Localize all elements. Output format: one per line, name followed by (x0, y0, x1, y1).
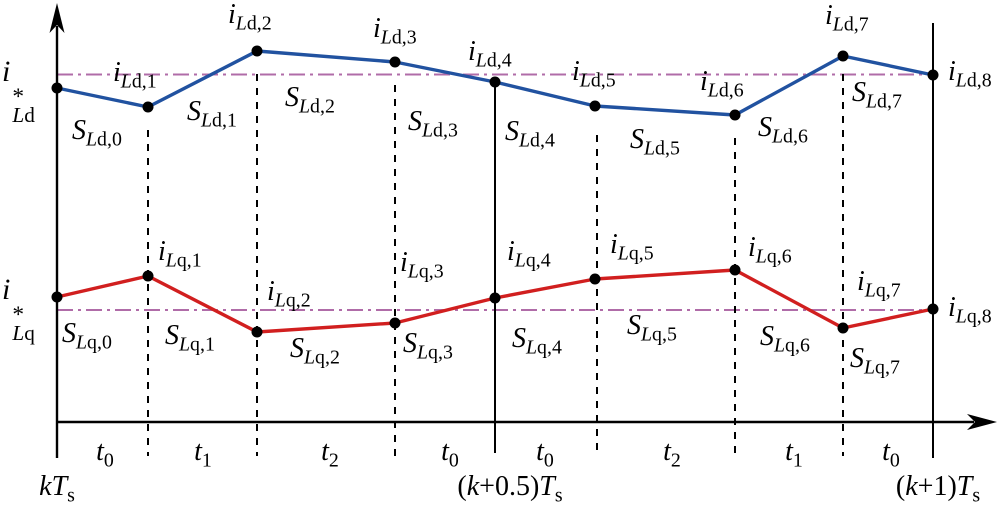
label-iLd-ref: i * Ld (2, 55, 35, 127)
label-iLd1: iLd,1 (113, 57, 157, 93)
label-SLq4: SLq,4 (512, 323, 562, 359)
x-axis-arrow (967, 414, 997, 430)
label-t0-3: t0 (536, 436, 554, 472)
point-iLd-4 (489, 76, 501, 88)
point-iLd-2 (251, 45, 263, 57)
point-iLd-5 (589, 100, 601, 112)
label-SLq3: SLq,3 (403, 328, 453, 364)
y-axis-arrow (49, 3, 65, 33)
point-iLq-5 (589, 273, 601, 285)
point-iLd-1 (142, 101, 154, 113)
point-iLq-1 (142, 270, 154, 282)
label-SLd2: SLd,2 (285, 82, 335, 118)
label-tick-k05Ts: (k+0.5)Ts (457, 471, 563, 507)
label-iLd2: iLd,2 (228, 0, 272, 35)
point-iLd-3 (389, 56, 401, 68)
label-iLq2: iLq,2 (267, 276, 311, 312)
label-t2-1: t2 (321, 436, 339, 472)
label-iLq-ref: i * Lq (2, 273, 35, 345)
point-iLq-8 (927, 303, 939, 315)
label-t2-2: t2 (663, 436, 681, 472)
label-SLq1: SLq,1 (165, 320, 215, 356)
label-SLq6: SLq,6 (760, 321, 810, 357)
point-iLq-7 (837, 322, 849, 334)
label-SLd6: SLd,6 (758, 112, 808, 148)
point-iLq-3 (389, 317, 401, 329)
label-t0-4: t0 (882, 436, 900, 472)
label-iLd8: iLd,8 (948, 56, 992, 92)
label-SLd4: SLd,4 (505, 116, 555, 152)
point-iLq-2 (251, 326, 263, 338)
point-iLd-0 (51, 82, 63, 94)
point-iLq-6 (729, 264, 741, 276)
label-iLd3: iLd,3 (373, 13, 417, 49)
label-SLd7: SLd,7 (852, 77, 902, 113)
label-t0-2: t0 (441, 436, 459, 472)
label-iLd7: iLd,7 (825, 0, 869, 36)
label-iLq5: iLq,5 (610, 229, 654, 265)
point-iLd-6 (729, 109, 741, 121)
point-iLq-0 (51, 291, 63, 303)
label-SLd5: SLd,5 (630, 124, 680, 160)
label-SLq2: SLq,2 (290, 333, 340, 369)
label-tick-k1Ts: (k+1)Ts (895, 471, 981, 507)
label-t1-2: t1 (785, 436, 803, 472)
label-tick-kTs: kTs (39, 471, 75, 507)
label-iLd6: iLd,6 (700, 66, 744, 102)
label-iLq3: iLq,3 (400, 247, 444, 283)
point-iLq-4 (489, 292, 501, 304)
label-SLq7: SLq,7 (850, 343, 900, 379)
label-iLq6: iLq,6 (748, 232, 792, 268)
label-iLd5: iLd,5 (572, 56, 616, 92)
label-t0-1: t0 (96, 436, 114, 472)
label-SLd1: SLd,1 (187, 96, 237, 132)
label-t1-1: t1 (194, 436, 212, 472)
label-iLq4: iLq,4 (507, 236, 551, 272)
point-iLd-7 (837, 50, 849, 62)
label-iLd4: iLd,4 (468, 36, 512, 72)
label-SLd0: SLd,0 (72, 115, 122, 151)
point-iLd-8 (927, 69, 939, 81)
label-SLd3: SLd,3 (408, 106, 458, 142)
label-SLq5: SLq,5 (627, 310, 677, 346)
label-iLq1: iLq,1 (158, 236, 202, 272)
label-iLq8: iLq,8 (948, 292, 992, 328)
label-SLq0: SLq,0 (62, 318, 112, 354)
label-iLq7: iLq,7 (857, 266, 901, 302)
